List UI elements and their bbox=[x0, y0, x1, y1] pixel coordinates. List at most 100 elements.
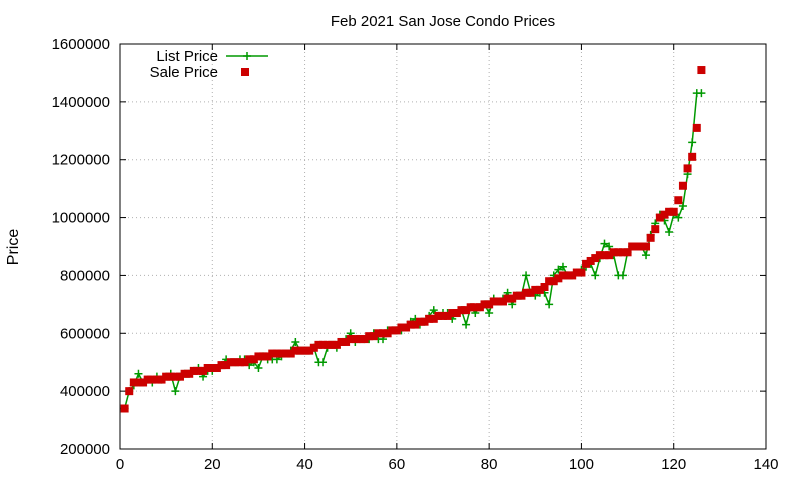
sale-price-point bbox=[642, 242, 651, 251]
sale-price-point bbox=[563, 271, 572, 280]
sale-price-point bbox=[526, 288, 535, 297]
sale-price-point bbox=[134, 378, 143, 387]
sale-price-point bbox=[194, 366, 203, 375]
x-tick-label: 80 bbox=[481, 456, 498, 473]
list-price-point bbox=[558, 262, 567, 271]
sale-price-point bbox=[498, 297, 507, 306]
sale-price-point bbox=[388, 326, 397, 335]
sale-price-point bbox=[125, 387, 134, 396]
sale-price-point bbox=[355, 335, 364, 344]
sale-price-point bbox=[268, 349, 277, 358]
sale-price-point bbox=[152, 375, 161, 384]
sale-price-point bbox=[231, 358, 240, 367]
sale-price-point bbox=[457, 306, 466, 315]
sale-price-point bbox=[512, 291, 521, 300]
sale-price-point bbox=[346, 335, 355, 344]
list-price-point bbox=[171, 387, 180, 396]
sale-price-point bbox=[489, 297, 498, 306]
sale-price-point bbox=[628, 242, 637, 251]
sale-price-point bbox=[249, 355, 258, 364]
sale-price-point bbox=[623, 248, 632, 257]
list-price-point bbox=[554, 265, 563, 274]
sale-price-point bbox=[397, 323, 406, 332]
legend-marker-list-price bbox=[243, 52, 251, 60]
sale-price-point bbox=[369, 332, 378, 341]
sale-price-point bbox=[535, 285, 544, 294]
plot-frame bbox=[119, 43, 767, 450]
list-price-point bbox=[522, 271, 531, 280]
sale-price-point bbox=[669, 207, 678, 216]
sale-price-point bbox=[226, 358, 235, 367]
sale-price-point bbox=[319, 340, 328, 349]
sale-price-point bbox=[572, 268, 581, 277]
sale-price-point bbox=[286, 349, 295, 358]
sale-price-point bbox=[222, 361, 231, 370]
sale-price-point bbox=[665, 207, 674, 216]
sale-price-point bbox=[171, 372, 180, 381]
y-tick-label: 1200000 bbox=[52, 152, 110, 169]
x-tick-label: 20 bbox=[204, 456, 221, 473]
sale-price-point bbox=[392, 326, 401, 335]
sale-price-point bbox=[568, 271, 577, 280]
sale-price-point bbox=[328, 340, 337, 349]
axes: 0 20 40 60 80 100 120 140 200000 400000 600000 8000… bbox=[52, 36, 779, 473]
legend-label-sale-price: Sale Price bbox=[150, 64, 218, 81]
sale-price-point bbox=[240, 358, 249, 367]
sale-price-point bbox=[429, 314, 438, 323]
sale-price-point bbox=[439, 311, 447, 320]
sale-price-point bbox=[383, 329, 392, 338]
sale-price-point bbox=[618, 248, 627, 257]
list-price-point bbox=[291, 337, 300, 346]
sale-price-point bbox=[683, 164, 692, 173]
sale-price-point bbox=[323, 340, 332, 349]
sale-price-point bbox=[462, 306, 471, 315]
sale-price-point bbox=[282, 349, 291, 358]
sale-price-point bbox=[180, 369, 189, 378]
list-price-point bbox=[254, 364, 263, 372]
sale-price-point bbox=[314, 340, 323, 349]
sale-price-point bbox=[120, 404, 129, 413]
sale-price-point bbox=[337, 337, 346, 346]
sale-price-point bbox=[185, 369, 194, 378]
sale-price-point bbox=[480, 300, 489, 309]
sale-price-point bbox=[139, 378, 148, 387]
list-price-point bbox=[600, 239, 609, 248]
sale-price-point bbox=[485, 300, 494, 309]
series-layer bbox=[120, 66, 706, 413]
sale-price-point bbox=[660, 210, 669, 219]
sale-price-point bbox=[646, 233, 655, 242]
sale-price-point bbox=[300, 346, 309, 355]
sale-price-point bbox=[406, 320, 415, 329]
sale-price-point bbox=[503, 294, 512, 303]
sale-price-point bbox=[582, 259, 591, 268]
sale-price-point bbox=[697, 66, 706, 75]
sale-price-point bbox=[305, 346, 314, 355]
sale-price-point bbox=[600, 251, 609, 260]
sale-price-point bbox=[277, 349, 286, 358]
sale-price-point bbox=[162, 372, 171, 381]
sale-price-point bbox=[591, 254, 600, 263]
sale-price-point bbox=[466, 303, 475, 312]
sale-price-point bbox=[148, 375, 157, 384]
y-tick-label: 1400000 bbox=[52, 94, 110, 111]
y-tick-label: 800000 bbox=[60, 267, 110, 284]
x-tick-label: 140 bbox=[753, 456, 778, 473]
list-price-point bbox=[618, 271, 627, 280]
sale-price-point bbox=[365, 332, 374, 341]
sale-price-point bbox=[217, 361, 226, 370]
list-price-point bbox=[429, 306, 438, 315]
sale-price-point bbox=[166, 372, 175, 381]
sale-price-point bbox=[637, 242, 646, 251]
sale-price-point bbox=[471, 303, 480, 312]
y-tick-label: 1600000 bbox=[52, 36, 110, 53]
sale-price-point bbox=[263, 352, 272, 361]
sale-price-point bbox=[189, 366, 198, 375]
sale-price-point bbox=[674, 196, 683, 205]
sale-price-point bbox=[655, 213, 664, 222]
list-price-point bbox=[591, 271, 600, 280]
sale-price-point bbox=[235, 358, 244, 367]
legend-marker-sale-price bbox=[241, 68, 249, 76]
sale-price-point bbox=[692, 123, 701, 132]
